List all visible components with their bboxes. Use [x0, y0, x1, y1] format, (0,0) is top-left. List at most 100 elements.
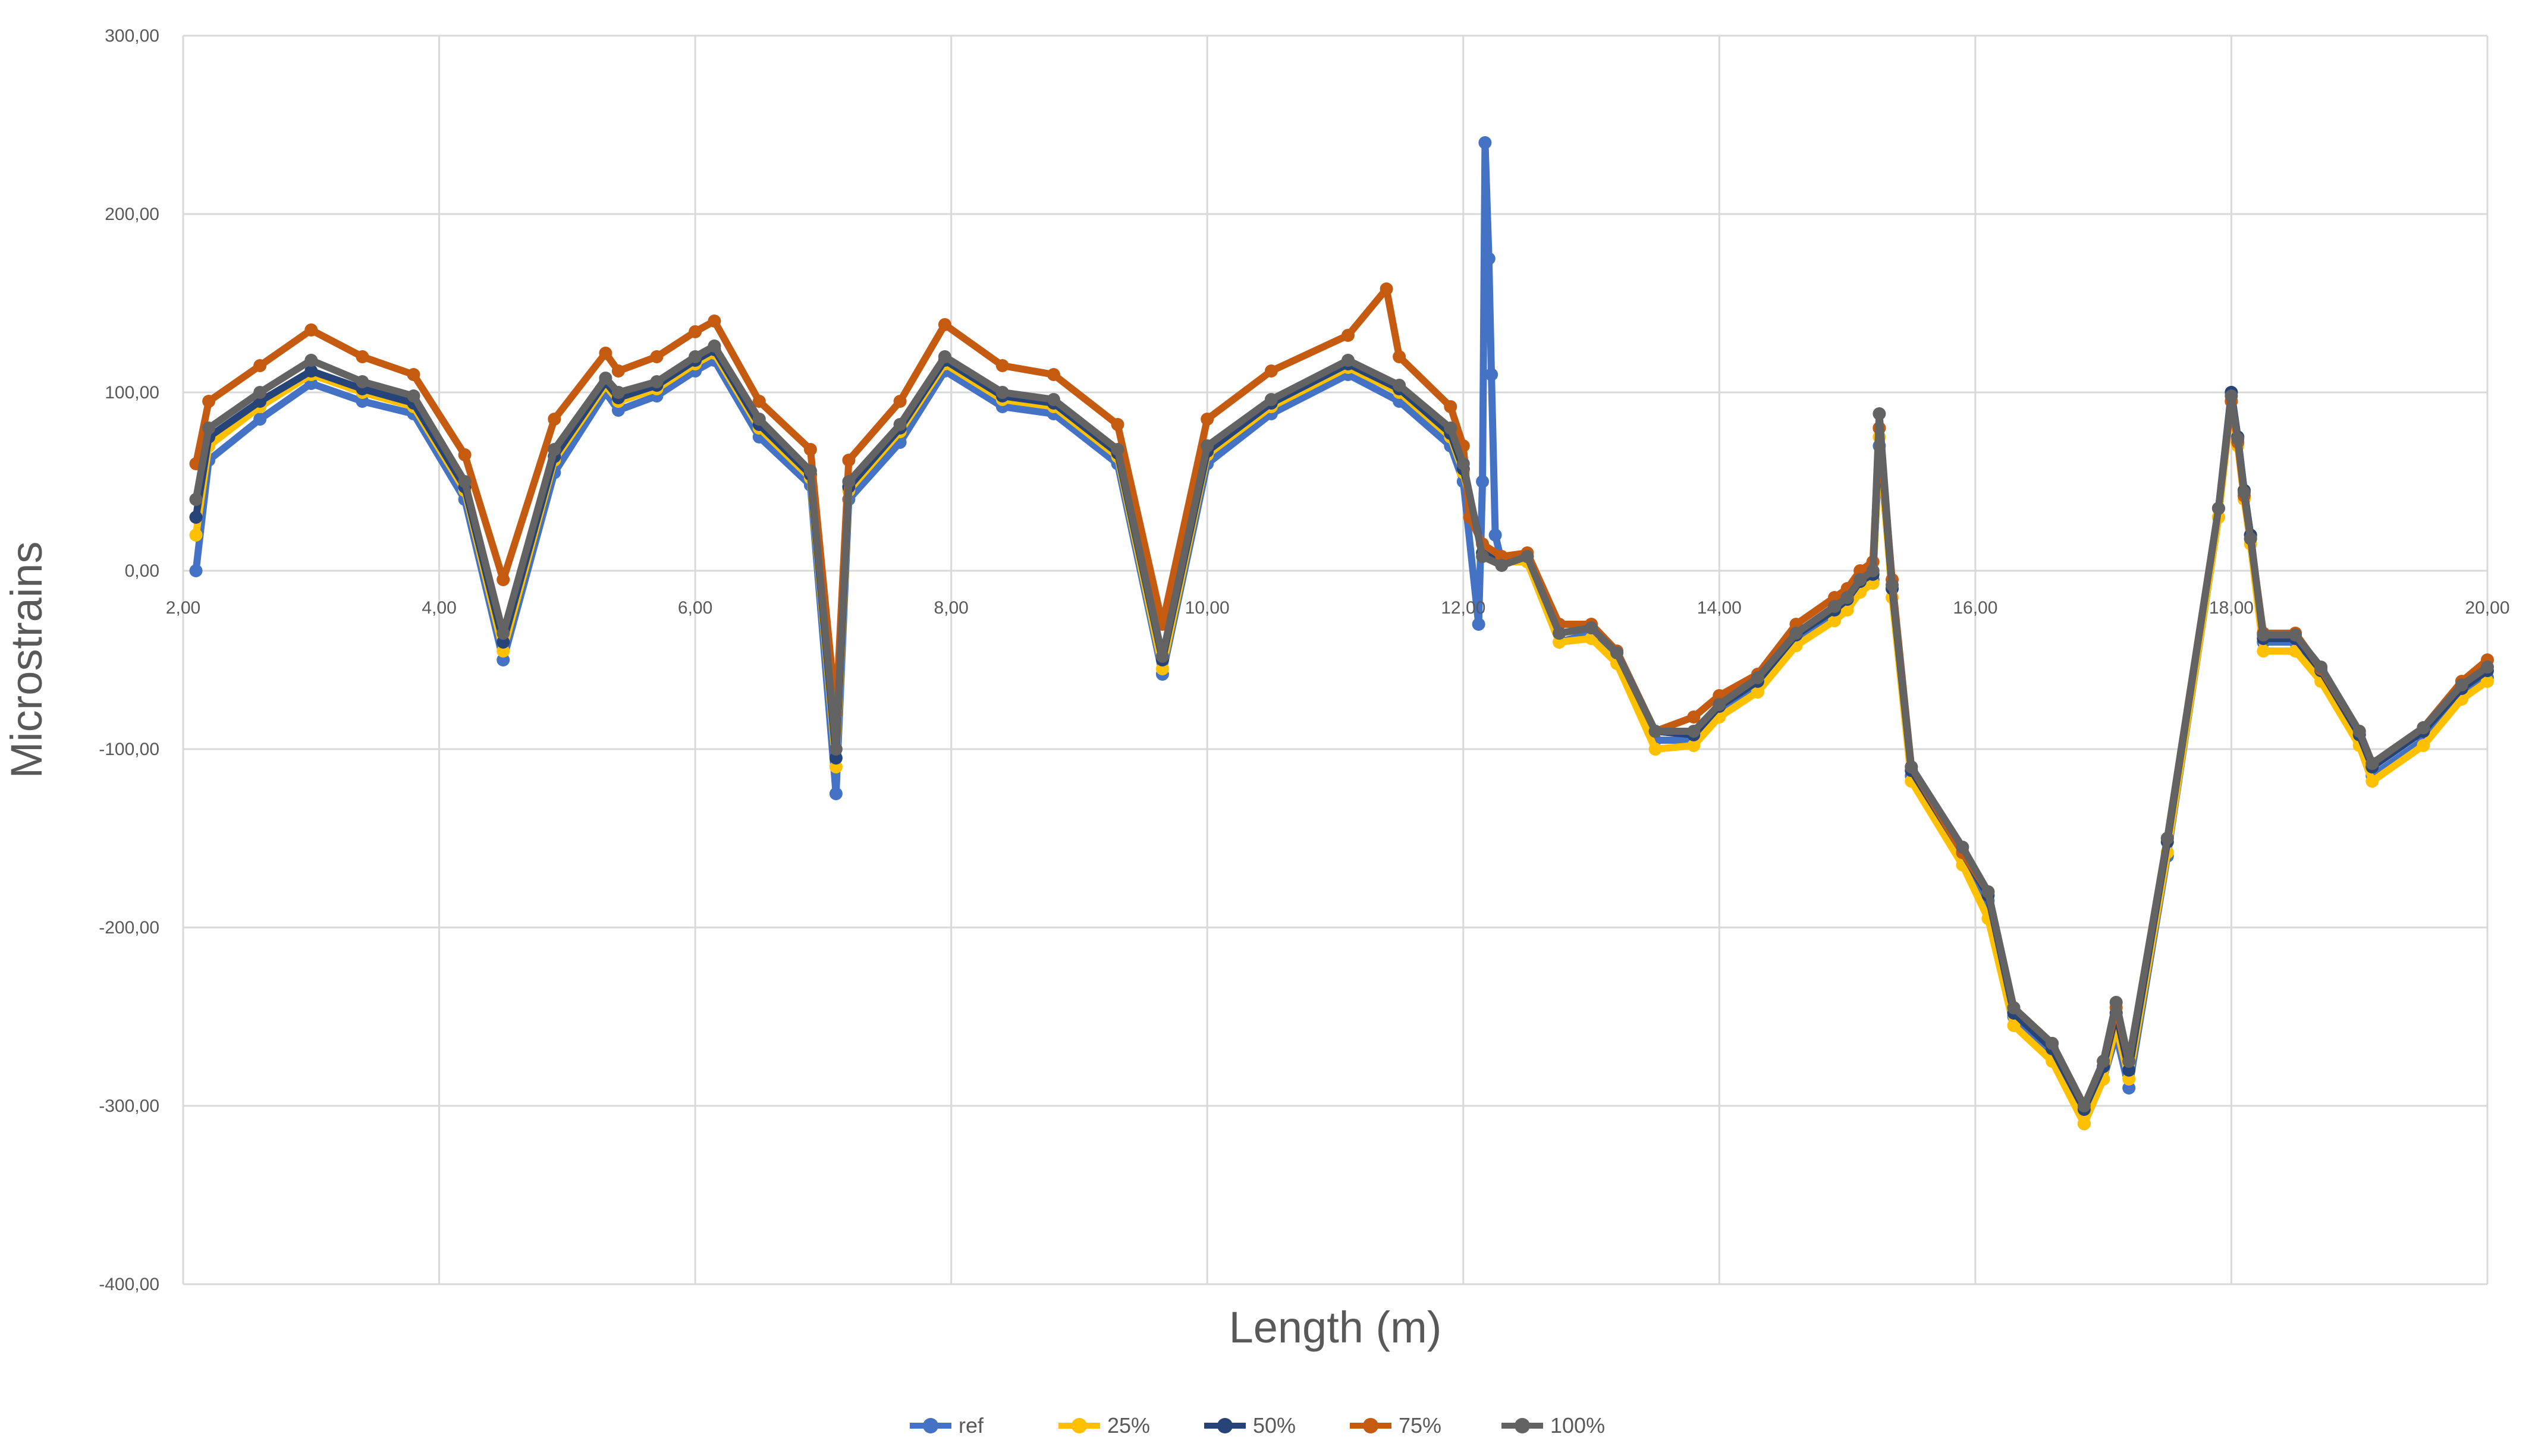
data-point: [1553, 627, 1566, 640]
legend-swatch-marker: [923, 1418, 938, 1433]
data-point: [708, 339, 721, 353]
data-point: [1472, 618, 1485, 631]
legend-swatch-marker: [1217, 1418, 1233, 1433]
data-point: [458, 475, 472, 488]
data-point: [2289, 628, 2302, 641]
y-tick-label: -400,00: [99, 1275, 159, 1294]
data-point: [253, 359, 267, 372]
data-point: [803, 443, 817, 456]
data-point: [1585, 621, 1598, 634]
data-point: [497, 573, 510, 586]
legend-item: 50%: [1204, 1413, 1296, 1438]
data-point: [202, 422, 216, 435]
data-point: [1648, 743, 1662, 756]
data-point: [2417, 721, 2430, 734]
data-point: [650, 350, 664, 363]
data-point: [1111, 443, 1124, 456]
data-point: [189, 529, 203, 542]
data-point: [995, 386, 1009, 399]
data-point: [2077, 1099, 2091, 1112]
data-point: [2417, 739, 2430, 752]
legend-swatch-marker: [1072, 1418, 1087, 1433]
legend-label: 25%: [1107, 1413, 1150, 1438]
data-point: [1687, 710, 1701, 724]
y-tick-label: 200,00: [105, 205, 159, 224]
legend-item: 75%: [1350, 1413, 1441, 1438]
data-point: [1456, 457, 1470, 470]
data-point: [1981, 885, 1995, 898]
data-point: [1047, 393, 1060, 406]
data-point: [1393, 379, 1406, 392]
series-line: [192, 342, 2491, 1109]
x-tick-label: 16,00: [1953, 598, 1997, 618]
data-point: [2077, 1117, 2091, 1130]
x-tick-label: 6,00: [678, 598, 712, 618]
x-tick-label: 8,00: [934, 598, 968, 618]
data-point: [2257, 628, 2270, 641]
data-point: [2211, 502, 2225, 515]
x-tick-label: 2,00: [166, 598, 200, 618]
x-tick-label: 12,00: [1441, 598, 1485, 618]
data-point: [1828, 600, 1842, 613]
x-tick-label: 4,00: [422, 598, 456, 618]
data-point: [689, 350, 702, 363]
y-tick-label: 100,00: [105, 383, 159, 402]
data-point: [650, 375, 664, 388]
data-point: [2238, 486, 2251, 499]
legend-item: ref: [910, 1413, 984, 1438]
data-point: [1751, 685, 1764, 699]
data-point: [1648, 725, 1662, 738]
data-point: [1905, 760, 1918, 773]
data-point: [1610, 646, 1624, 659]
data-point: [1828, 614, 1842, 627]
y-tick-label: -300,00: [99, 1096, 159, 1116]
data-point: [689, 325, 702, 338]
data-point: [497, 627, 510, 640]
data-point: [458, 448, 472, 461]
data-point: [1956, 841, 1969, 854]
data-point: [2007, 1001, 2021, 1014]
data-point: [548, 413, 561, 426]
legend-label: 75%: [1399, 1413, 1441, 1438]
data-point: [2231, 432, 2245, 445]
data-point: [407, 389, 420, 402]
y-tick-labels: 300,00 200,00 100,00 0,00 -100,00 -200,00 -300…: [99, 26, 159, 1294]
data-point: [829, 743, 843, 756]
data-point: [1789, 627, 1803, 640]
data-point: [407, 368, 420, 381]
data-point: [2481, 675, 2494, 688]
data-point: [893, 395, 907, 408]
data-point: [938, 350, 951, 363]
data-point: [1444, 400, 1457, 413]
legend-item: 25%: [1058, 1413, 1150, 1438]
data-point: [2007, 1019, 2021, 1032]
data-point: [1687, 739, 1701, 752]
data-point: [2257, 644, 2270, 658]
series-layer: [189, 136, 2494, 1130]
data-point: [1264, 393, 1278, 406]
data-point: [599, 347, 612, 360]
y-tick-label: -200,00: [99, 918, 159, 938]
data-point: [304, 323, 318, 337]
legend-label: 50%: [1253, 1413, 1296, 1438]
legend-item: 100%: [1501, 1413, 1605, 1438]
x-tick-label: 20,00: [2465, 598, 2509, 618]
data-point: [1495, 559, 1509, 572]
data-point: [356, 375, 369, 388]
data-point: [2244, 532, 2257, 545]
x-axis-title: Length (m): [1229, 1303, 1442, 1352]
series-5: [189, 339, 2494, 1112]
data-point: [189, 511, 203, 524]
data-point: [829, 787, 843, 800]
data-point: [1047, 368, 1060, 381]
data-point: [1155, 650, 1169, 663]
y-tick-label: 300,00: [105, 26, 159, 46]
data-point: [1488, 529, 1502, 542]
legend: ref 25% 50% 75% 100%: [910, 1413, 1605, 1438]
data-point: [1713, 698, 1726, 711]
data-point: [1264, 364, 1278, 378]
data-point: [995, 359, 1009, 372]
data-point: [1485, 368, 1498, 381]
